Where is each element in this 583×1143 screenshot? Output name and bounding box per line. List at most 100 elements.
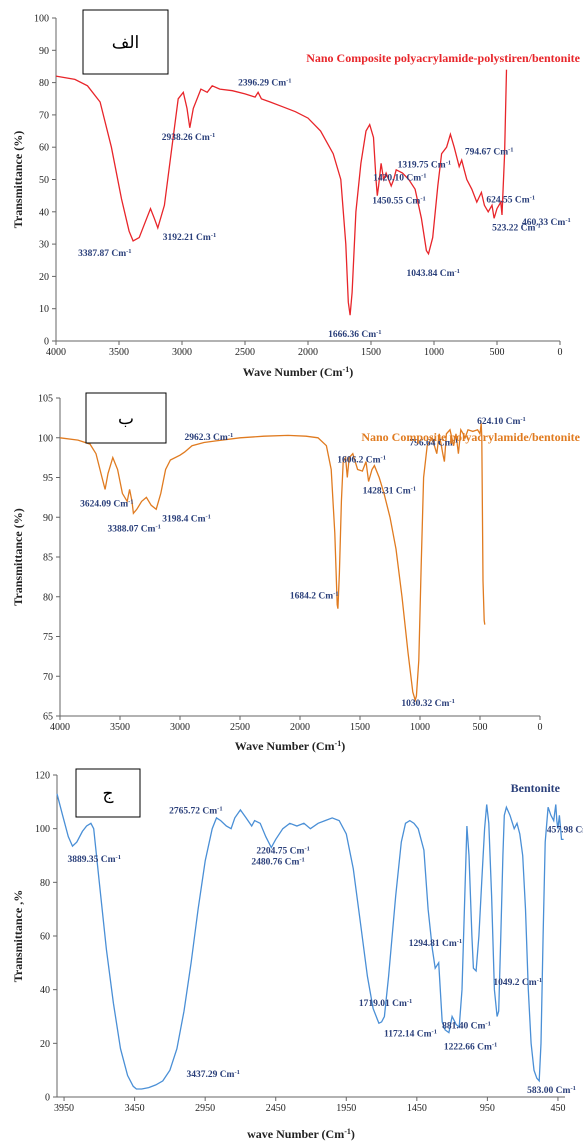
- y-tick-label: 30: [39, 240, 49, 251]
- x-tick-label: 2000: [290, 722, 310, 733]
- y-tick-label: 65: [43, 712, 53, 723]
- panel-a-label: الف: [112, 33, 140, 53]
- x-tick-label: 1000: [410, 722, 430, 733]
- panel-b-ticks: 65 70 75 80 85 90 95 100 105 4000 3500 3000 2500 2000…: [38, 394, 543, 734]
- panel-c-title: Bentonite: [511, 781, 561, 795]
- x-tick-label: 2950: [195, 1103, 215, 1114]
- panel-b-axes: [59, 398, 540, 717]
- panel-b-title: Nano Composite polyacrylamide/bentonite: [361, 430, 580, 444]
- y-tick-label: 80: [39, 78, 49, 89]
- x-tick-label: 0: [558, 347, 563, 358]
- peak-annotation: 2480.76 Cm-1: [251, 856, 304, 868]
- y-tick-label: 80: [40, 878, 50, 889]
- x-tick-label: 1950: [336, 1103, 356, 1114]
- peak-annotation: 3889.35 Cm-1: [68, 854, 121, 866]
- y-tick-label: 75: [43, 632, 53, 643]
- peak-annotation: 2962.3 Cm-1: [185, 432, 234, 444]
- peak-annotation: 794.67 Cm-1: [465, 146, 514, 158]
- panel-a-ticks: 0 10 20 30 40 50 60 70 80 90 100 4000 3500 3000 2500 20…: [34, 14, 563, 359]
- peak-annotation: 3437.29 Cm-1: [186, 1068, 239, 1080]
- x-tick-label: 3500: [109, 347, 129, 358]
- panel-b-x-axis-title: Wave Number (Cm-1): [235, 739, 345, 754]
- x-tick-label: 4000: [50, 722, 70, 733]
- peak-annotation: 1172.14 Cm-1: [384, 1028, 437, 1040]
- peak-annotation: 1666.36 Cm-1: [328, 329, 381, 341]
- y-tick-label: 0: [44, 337, 49, 348]
- peak-annotation: 1606.2 Cm-1: [337, 454, 386, 466]
- peak-annotation: 624.10 Cm-1: [477, 415, 526, 427]
- peak-annotation: 523.22 Cm-1: [492, 222, 541, 234]
- y-tick-label: 105: [38, 394, 53, 405]
- peak-annotation: 1043.84 Cm-1: [406, 267, 459, 279]
- y-tick-label: 50: [39, 175, 49, 186]
- peak-annotation: 796.64 Cm-1: [409, 437, 458, 449]
- x-tick-label: 0: [538, 722, 543, 733]
- y-tick-label: 20: [39, 272, 49, 283]
- y-tick-label: 80: [43, 592, 53, 603]
- x-tick-label: 3950: [54, 1103, 74, 1114]
- peak-annotation: 1428.31 Cm-1: [363, 485, 416, 497]
- panel-c-label: ج: [103, 784, 114, 804]
- panel-c-ticks: 0 20 40 60 80 100 120 3950 3450 2950 2450 1950 1450 9…: [35, 771, 565, 1115]
- peak-annotation: 1420.10 Cm-1: [373, 172, 426, 184]
- y-tick-label: 95: [43, 473, 53, 484]
- peak-annotation: 2204.75 Cm-1: [256, 845, 309, 857]
- panel-a-spectrum-line: [55, 69, 508, 316]
- panel-c-spectrum-line: [56, 793, 564, 1090]
- peak-annotation: 1719.01 Cm-1: [359, 998, 412, 1010]
- panel-c-label-box: ج: [75, 768, 141, 818]
- panel-c-x-axis-title: wave Number (Cm-1): [247, 1127, 355, 1142]
- x-tick-label: 500: [473, 722, 488, 733]
- panel-c-annotations: 3889.35 Cm-1 3437.29 Cm-1 2765.72 Cm-1 2480…: [68, 805, 583, 1096]
- peak-annotation: 1294.81 Cm-1: [409, 937, 462, 949]
- panel-a-title: Nano Composite polyacrylamide-polystiren…: [306, 51, 580, 65]
- peak-annotation: 3387.87 Cm-1: [78, 247, 131, 259]
- x-tick-label: 3000: [172, 347, 192, 358]
- x-tick-label: 3450: [125, 1103, 145, 1114]
- y-tick-label: 60: [39, 143, 49, 154]
- x-tick-label: 950: [480, 1103, 495, 1114]
- panel-b-spectrum-line: [59, 423, 486, 703]
- y-tick-label: 0: [45, 1093, 50, 1104]
- peak-annotation: 624.55 Cm-1: [486, 194, 535, 206]
- y-tick-label: 85: [43, 553, 53, 564]
- x-tick-label: 1500: [361, 347, 381, 358]
- x-tick-label: 1500: [350, 722, 370, 733]
- peak-annotation: 583.00 Cm-1: [527, 1084, 576, 1096]
- y-tick-label: 90: [43, 513, 53, 524]
- peak-annotation: 3192.21 Cm-1: [163, 231, 216, 243]
- y-tick-label: 20: [40, 1039, 50, 1050]
- x-tick-label: 500: [490, 347, 505, 358]
- x-tick-label: 3000: [170, 722, 190, 733]
- y-tick-label: 100: [38, 433, 53, 444]
- peak-annotation: 1030.32 Cm-1: [401, 698, 454, 710]
- panel-a: 0 10 20 30 40 50 60 70 80 90 100 4000 3500 3000 2500 20…: [11, 9, 581, 379]
- x-tick-label: 3500: [110, 722, 130, 733]
- peak-annotation: 460.33 Cm-1: [522, 217, 571, 229]
- peak-annotation: 881.40 Cm-1: [442, 1020, 491, 1032]
- peak-annotation: 3388.07 Cm-1: [107, 523, 160, 535]
- x-tick-label: 2000: [298, 347, 318, 358]
- peak-annotation: 457.98 Cm-1: [547, 824, 583, 836]
- peak-annotation: 2396.29 Cm-1: [238, 77, 291, 89]
- x-tick-label: 2500: [230, 722, 250, 733]
- x-tick-label: 450: [550, 1103, 565, 1114]
- x-tick-label: 2500: [235, 347, 255, 358]
- x-tick-label: 1000: [424, 347, 444, 358]
- y-tick-label: 70: [43, 672, 53, 683]
- panel-b-label: ب: [118, 409, 134, 429]
- y-tick-label: 90: [39, 46, 49, 57]
- peak-annotation: 1049.2 Cm-1: [493, 977, 542, 989]
- panel-c-y-axis-title: Transmittance ,%: [11, 890, 25, 982]
- peak-annotation: 2765.72 Cm-1: [169, 805, 222, 817]
- panel-b-label-box: ب: [85, 392, 167, 444]
- panel-b: 65 70 75 80 85 90 95 100 105 4000 3500 3000 2500 2000…: [11, 392, 581, 754]
- peak-annotation: 2938.26 Cm-1: [162, 131, 215, 143]
- panel-c: 0 20 40 60 80 100 120 3950 3450 2950 2450 1950 1450 9…: [11, 768, 583, 1142]
- peak-annotation: 1450.55 Cm-1: [372, 195, 425, 207]
- x-tick-label: 2450: [266, 1103, 286, 1114]
- y-tick-label: 70: [39, 110, 49, 121]
- peak-annotation: 1684.2 Cm-1: [290, 590, 339, 602]
